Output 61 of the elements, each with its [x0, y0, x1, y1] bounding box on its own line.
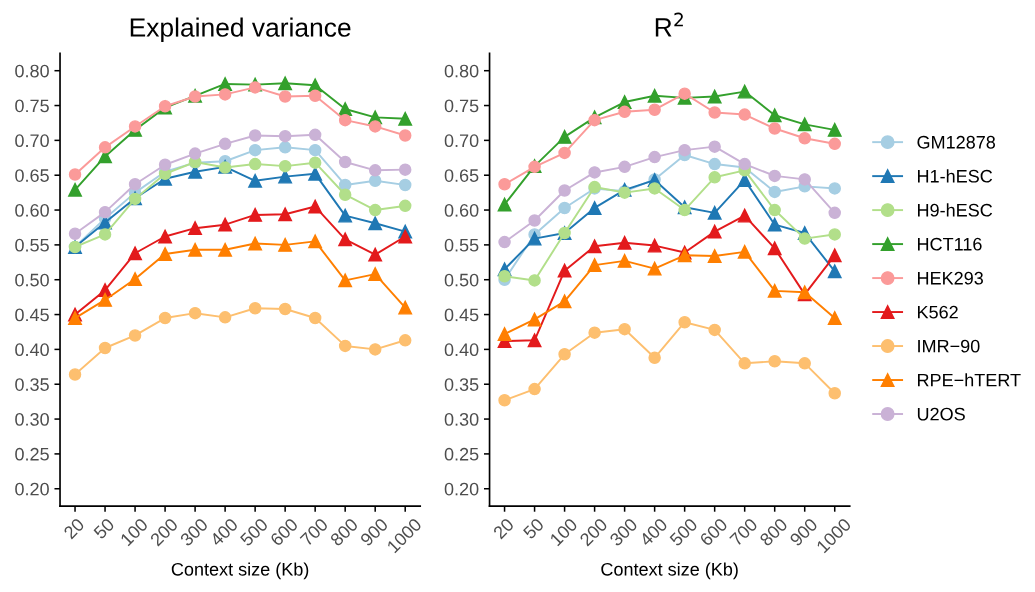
legend-label: H1-hESC — [918, 169, 993, 183]
x-tick-label: 800 — [758, 517, 789, 547]
y-tick-label: 0.20 — [444, 482, 479, 496]
x-tick-label: 50 — [92, 517, 116, 540]
y-tick-label: 0.40 — [444, 343, 479, 357]
y-tick-label: 0.75 — [15, 99, 49, 113]
x-tick-label: 200 — [578, 517, 609, 547]
x-tick-label: 800 — [329, 517, 359, 547]
x-tick-label: 300 — [179, 517, 209, 547]
y-tick-label: 0.45 — [15, 308, 49, 322]
y-tick-label: 0.80 — [444, 64, 479, 78]
x-axis-title: Context size (Kb) — [171, 562, 309, 580]
x-tick-label: 50 — [522, 517, 545, 540]
y-tick-label: 0.50 — [15, 273, 49, 287]
y-tick-label: 0.40 — [15, 343, 49, 357]
x-axis-title: Context size (Kb) — [601, 562, 738, 580]
y-tick-label: 0.70 — [444, 134, 479, 148]
chart-title: Explained variance — [130, 17, 351, 43]
x-tick-label: 20 — [492, 517, 515, 540]
legend-label: RPE−hTERT — [918, 373, 1021, 387]
legend-label: K562 — [918, 305, 958, 319]
y-tick-label: 0.45 — [444, 308, 479, 322]
legend-label: HEK293 — [918, 271, 983, 285]
y-tick-label: 0.55 — [15, 238, 49, 252]
y-tick-label: 0.35 — [444, 378, 479, 391]
y-tick-label: 0.50 — [444, 273, 479, 287]
x-tick-label: 100 — [549, 517, 579, 547]
x-tick-label: 600 — [269, 517, 299, 547]
y-tick-label: 0.60 — [444, 203, 479, 217]
legend-label: H9-hESC — [918, 203, 993, 217]
x-tick-label: 600 — [699, 517, 729, 547]
y-tick-label: 0.30 — [15, 413, 49, 426]
x-tick-label: 900 — [359, 517, 389, 547]
y-tick-label: 0.55 — [444, 238, 479, 252]
legend-label: IMR−90 — [918, 339, 980, 353]
x-tick-label: 900 — [789, 517, 819, 547]
x-tick-label: 500 — [668, 517, 699, 547]
x-tick-label: 400 — [638, 517, 669, 547]
legend-label: HCT116 — [918, 237, 982, 251]
y-tick-label: 0.25 — [444, 447, 479, 461]
legend-label: U2OS — [917, 407, 965, 421]
y-tick-label: 0.80 — [15, 64, 49, 78]
y-tick-label: 0.65 — [444, 169, 479, 182]
y-tick-label: 0.30 — [444, 413, 479, 426]
x-tick-label: 700 — [729, 517, 759, 547]
x-tick-label: 100 — [119, 517, 149, 547]
y-tick-label: 0.75 — [444, 99, 479, 113]
x-tick-label: 700 — [299, 517, 329, 547]
y-tick-label: 0.65 — [15, 169, 49, 182]
x-tick-label: 400 — [209, 517, 239, 547]
y-tick-label: 0.25 — [15, 447, 49, 461]
legend-label: GM12878 — [917, 135, 996, 149]
x-tick-label: 200 — [149, 517, 179, 547]
x-tick-label: 500 — [239, 517, 269, 547]
chart-title: R$^{2}$ — [655, 12, 683, 37]
y-tick-label: 0.20 — [15, 482, 49, 496]
x-tick-label: 20 — [62, 517, 86, 540]
x-tick-label: 300 — [608, 517, 639, 547]
y-tick-label: 0.35 — [15, 378, 49, 391]
y-tick-label: 0.60 — [15, 203, 49, 217]
y-tick-label: 0.70 — [15, 134, 49, 148]
